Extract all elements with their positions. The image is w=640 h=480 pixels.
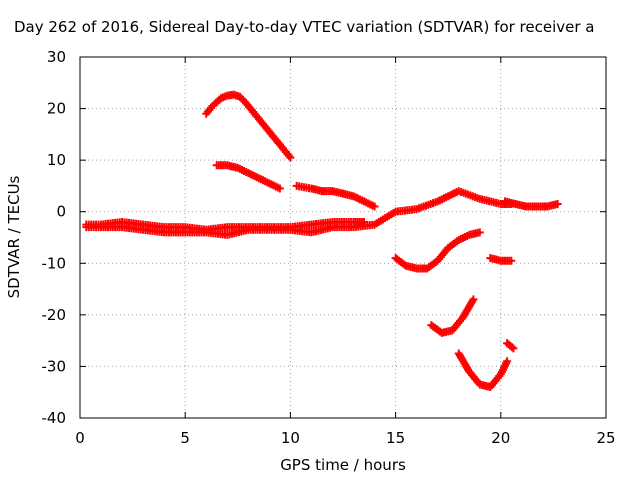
grid-lines bbox=[80, 57, 606, 418]
series-arc-5 bbox=[82, 218, 369, 234]
plot-frame bbox=[79, 56, 607, 419]
axis-ticks: 0 5 10 15 20 25 -40 -30 -20 -10 0 10 20 30 bbox=[42, 48, 616, 447]
x-tick-label: 20 bbox=[491, 429, 510, 447]
y-tick-label: 30 bbox=[47, 48, 66, 66]
series-arc-1 bbox=[202, 90, 295, 162]
x-tick-label: 10 bbox=[281, 429, 300, 447]
series-arc-7 bbox=[391, 228, 484, 273]
data-point bbox=[507, 343, 516, 352]
data-point bbox=[275, 184, 284, 193]
data-point bbox=[286, 153, 295, 162]
data-point bbox=[469, 295, 478, 304]
y-tick-label: 10 bbox=[47, 151, 66, 169]
series-arc-10 bbox=[454, 349, 512, 392]
series-arc-8 bbox=[486, 254, 516, 265]
series-arc-9 bbox=[427, 295, 478, 337]
data-point bbox=[553, 199, 562, 208]
series-arc-11 bbox=[503, 339, 518, 353]
series-arc-3 bbox=[292, 181, 379, 211]
y-tick-label: 0 bbox=[56, 203, 66, 221]
data-point bbox=[370, 202, 379, 211]
data-point bbox=[507, 256, 516, 265]
series-arc-6 bbox=[501, 197, 562, 211]
y-axis-label: SDTVAR / TECUs bbox=[5, 175, 23, 298]
x-tick-label: 0 bbox=[75, 429, 85, 447]
chart-title: Day 262 of 2016, Sidereal Day-to-day VTE… bbox=[14, 18, 595, 36]
data-point bbox=[360, 218, 369, 227]
y-tick-label: -20 bbox=[42, 306, 67, 324]
y-tick-label: -10 bbox=[42, 254, 67, 272]
series-arc-2 bbox=[212, 161, 284, 193]
x-axis-label: GPS time / hours bbox=[280, 456, 406, 474]
data-point bbox=[503, 357, 512, 366]
x-tick-label: 25 bbox=[596, 429, 615, 447]
x-tick-label: 5 bbox=[180, 429, 190, 447]
x-tick-label: 15 bbox=[386, 429, 405, 447]
data-point bbox=[509, 344, 518, 353]
y-tick-label: -30 bbox=[42, 357, 67, 375]
y-tick-label: 20 bbox=[47, 100, 66, 118]
y-tick-label: -40 bbox=[42, 409, 67, 427]
data-points bbox=[82, 90, 562, 392]
data-point bbox=[475, 228, 484, 237]
